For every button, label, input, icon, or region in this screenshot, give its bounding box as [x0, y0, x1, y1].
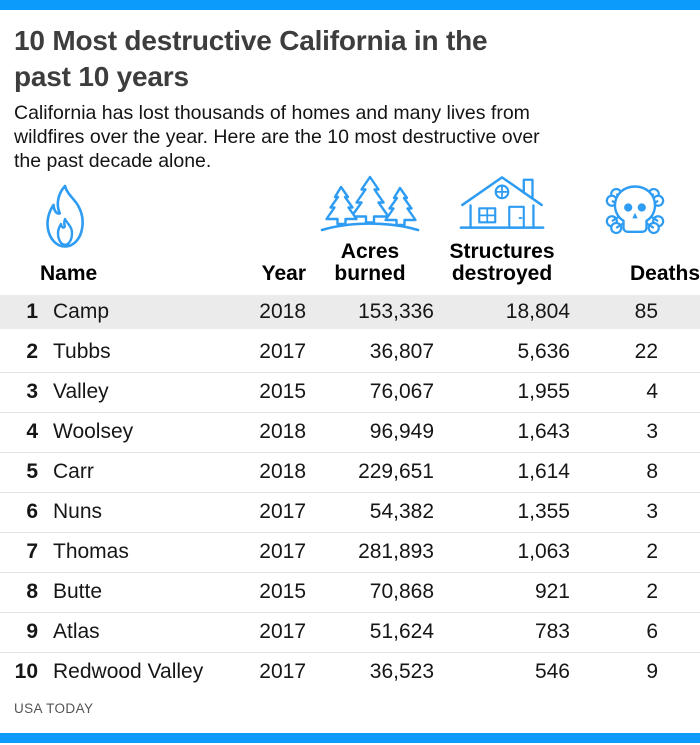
- cell-acres: 76,067: [306, 372, 434, 413]
- column-header-deaths: Deaths: [629, 262, 700, 285]
- cell-rank: 10: [14, 660, 38, 684]
- cell-rank: 3: [0, 372, 40, 413]
- cell-year: 2017: [236, 532, 306, 573]
- table-row: 1 Camp 2018 153,336 18,804 85: [0, 292, 700, 332]
- cell-structures: 1,355: [434, 492, 570, 533]
- flame-icon: [46, 184, 84, 248]
- cell-deaths: 2: [570, 532, 700, 573]
- cell-structures: 5,636: [434, 332, 570, 373]
- subtitle-line-2: wildfires over the year. Here are the 10…: [14, 126, 540, 148]
- cell-acres: 281,893: [306, 532, 434, 573]
- table-row: 4 Woolsey 2018 96,949 1,643 3: [0, 412, 700, 453]
- cell-name: Tubbs: [40, 332, 236, 373]
- skull-crossbones-icon: [605, 185, 665, 235]
- page-title: 10 Most destructive California in the pa…: [14, 23, 686, 95]
- cell-deaths: 85: [570, 292, 700, 332]
- cell-year: 2017: [259, 660, 306, 684]
- cell-rank: 6: [0, 492, 40, 533]
- cell-structures: 1,643: [434, 412, 570, 453]
- cell-acres: 153,336: [306, 292, 434, 332]
- cell-acres: 54,382: [306, 492, 434, 533]
- cell-deaths: 9: [646, 660, 658, 684]
- cell-acres: 36,807: [306, 332, 434, 373]
- title-line-2: past 10 years: [14, 61, 189, 92]
- title-line-1: 10 Most destructive California in the: [14, 25, 488, 56]
- cell-name: Thomas: [40, 532, 236, 573]
- cell-structures: 1,063: [434, 532, 570, 573]
- cell-structures: 546: [534, 660, 570, 684]
- year-icon-cell: [236, 173, 306, 241]
- house-icon: [459, 176, 545, 229]
- cell-deaths: 6: [570, 612, 700, 653]
- column-header-name: Name: [40, 262, 98, 285]
- cell-rank: 9: [0, 612, 40, 653]
- cell-year: 2015: [236, 572, 306, 613]
- cell-structures: 1,614: [434, 452, 570, 493]
- cell-structures: 18,804: [434, 292, 570, 332]
- source-attribution: USA TODAY: [14, 701, 94, 716]
- table-row: 6 Nuns 2017 54,382 1,355 3: [0, 492, 700, 533]
- cell-name: Redwood Valley: [53, 660, 204, 684]
- cell-name: Carr: [40, 452, 236, 493]
- cell-acres: 96,949: [306, 412, 434, 453]
- cell-structures: 783: [434, 612, 570, 653]
- table-row: 2 Tubbs 2017 36,807 5,636 22: [0, 332, 700, 373]
- subtitle: California has lost thousands of homes a…: [14, 101, 686, 173]
- cell-deaths: 3: [570, 492, 700, 533]
- column-header-year: Year: [261, 262, 306, 285]
- cell-acres: 229,651: [306, 452, 434, 493]
- cell-year: 2017: [236, 612, 306, 653]
- cell-rank: 7: [0, 532, 40, 573]
- header-label-row: Name Year Acres burned Structures destro…: [0, 241, 700, 292]
- cell-deaths: 3: [570, 412, 700, 453]
- table-row: 10 Redwood Valley 2017 36,523 546 9: [0, 652, 700, 692]
- cell-rank: 8: [0, 572, 40, 613]
- cell-structures: 1,955: [434, 372, 570, 413]
- cell-name: Nuns: [40, 492, 236, 533]
- cell-name: Camp: [40, 292, 236, 332]
- table-row: 9 Atlas 2017 51,624 783 6: [0, 612, 700, 653]
- cell-rank: 4: [0, 412, 40, 453]
- cell-acres: 70,868: [306, 572, 434, 613]
- cell-structures: 921: [434, 572, 570, 613]
- cell-deaths: 22: [570, 332, 700, 373]
- cell-year: 2018: [236, 452, 306, 493]
- table-row: 3 Valley 2015 76,067 1,955 4: [0, 372, 700, 413]
- subtitle-line-3: the past decade alone.: [14, 150, 212, 172]
- cell-acres: 36,523: [369, 660, 434, 684]
- cell-acres: 51,624: [306, 612, 434, 653]
- cell-year: 2018: [236, 292, 306, 332]
- wildfire-table: Name Year Acres burned Structures destro…: [0, 173, 700, 692]
- column-header-acres-burned: Acres burned: [334, 240, 406, 285]
- bottom-accent-bar: [0, 733, 700, 743]
- cell-year: 2018: [236, 412, 306, 453]
- cell-rank: 5: [0, 452, 40, 493]
- cell-deaths: 8: [570, 452, 700, 493]
- cell-deaths: 2: [570, 572, 700, 613]
- table-body: 1 Camp 2018 153,336 18,804 85 2 Tubbs 2017 36,807…: [0, 292, 700, 692]
- subtitle-line-1: California has lost thousands of homes a…: [14, 102, 530, 124]
- table-row: 5 Carr 2018 229,651 1,614 8: [0, 452, 700, 493]
- cell-name: Butte: [40, 572, 236, 613]
- pine-trees-icon: [320, 175, 420, 232]
- header-icon-row: [0, 173, 700, 248]
- cell-name: Valley: [40, 372, 236, 413]
- cell-name: Woolsey: [40, 412, 236, 453]
- cell-deaths: 4: [570, 372, 700, 413]
- cell-name: Atlas: [40, 612, 236, 653]
- column-header-rank: [0, 241, 40, 292]
- cell-year: 2017: [236, 332, 306, 373]
- cell-year: 2015: [236, 372, 306, 413]
- table-row: 8 Butte 2015 70,868 921 2: [0, 572, 700, 613]
- table-row: 7 Thomas 2017 281,893 1,063 2: [0, 532, 700, 573]
- rank-icon-cell: [0, 173, 40, 241]
- cell-rank: 2: [0, 332, 40, 373]
- column-header-structures-destroyed: Structures destroyed: [449, 240, 555, 285]
- infographic: 10 Most destructive California in the pa…: [0, 23, 700, 716]
- top-accent-bar: [0, 0, 700, 10]
- cell-year: 2017: [236, 492, 306, 533]
- cell-rank: 1: [0, 292, 40, 332]
